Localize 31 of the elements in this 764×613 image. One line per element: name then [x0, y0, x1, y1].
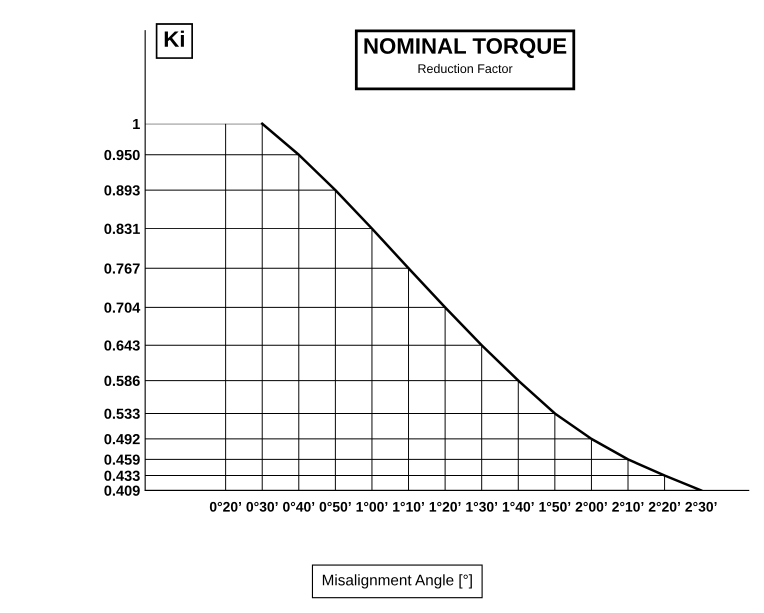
y-tick-label: 1: [133, 118, 140, 129]
y-tick-label: 0.950: [104, 150, 140, 160]
x-tick-label: 2°00’: [576, 502, 607, 512]
x-tick-label: 1°40’: [502, 502, 534, 512]
text: Reduction Factor: [418, 64, 512, 74]
x-tick-label: 1°00’: [356, 502, 388, 512]
x-tick-label: 0°30’: [246, 502, 278, 512]
y-tick-label: 0.586: [104, 376, 140, 386]
x-tick-label: 2°20’: [648, 502, 680, 512]
x-tick-label: 1°50’: [539, 502, 570, 512]
x-tick-label: 0°50’: [320, 502, 351, 512]
chart-title: NOMINAL TORQUE: [364, 38, 566, 58]
y-axis-title: Ki: [164, 30, 184, 47]
y-tick-label: 0.704: [104, 302, 140, 313]
y-tick-label: 0.459: [104, 454, 140, 465]
x-tick-label: 1°20’: [430, 502, 460, 512]
x-tick-label: 0°40’: [283, 502, 314, 512]
y-tick-label: 0.409: [104, 486, 140, 496]
y-tick-label: 0.492: [104, 434, 140, 444]
x-tick-label: 2°30’: [685, 502, 717, 512]
y-tick-label: 0.893: [104, 185, 140, 196]
x-tick-label: 1°10’: [393, 502, 424, 512]
y-tick-label: 0.433: [104, 470, 140, 481]
x-tick-label: 1°30’: [466, 502, 498, 512]
x-axis-title: Misalignment Angle [°]: [322, 574, 472, 588]
y-tick-label: 0.831: [104, 224, 140, 234]
y-tick-label: 0.767: [104, 263, 140, 274]
x-tick-label: 2°10’: [612, 502, 644, 512]
y-tick-label: 0.643: [104, 340, 140, 351]
y-tick-label: 0.533: [104, 408, 140, 419]
x-tick-label: 0°20’: [210, 502, 241, 512]
